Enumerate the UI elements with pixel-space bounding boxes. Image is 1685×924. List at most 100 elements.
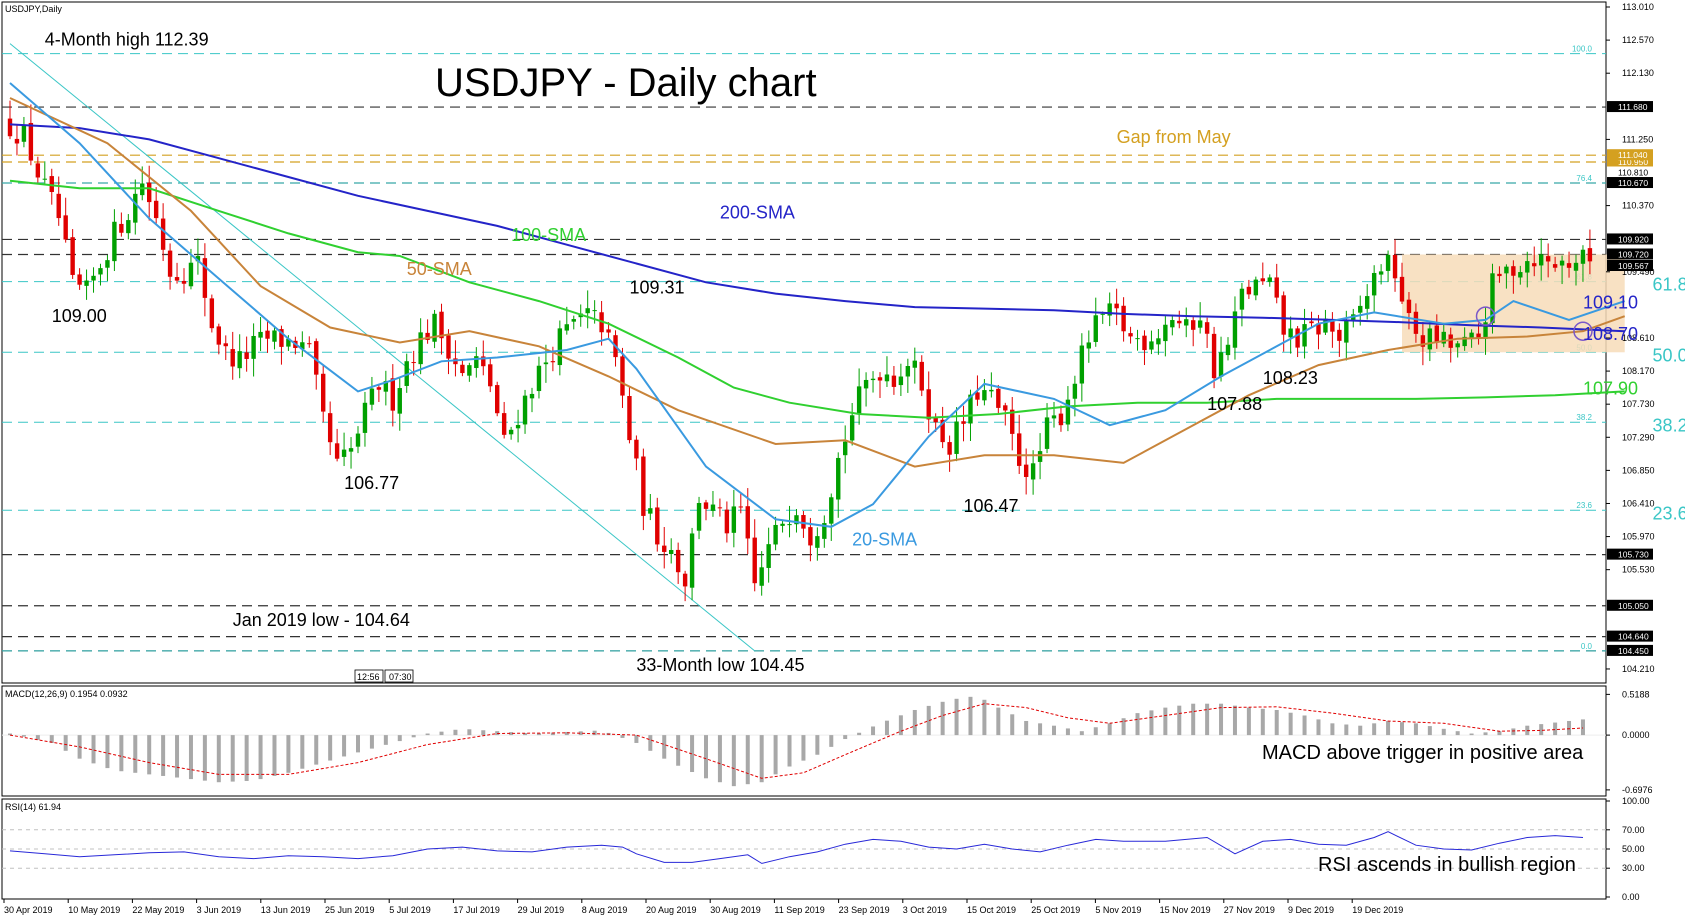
- candle-body: [1086, 342, 1091, 349]
- price-tick-label: 112.130: [1622, 68, 1654, 78]
- chart-annotation: 50-SMA: [407, 259, 472, 279]
- macd-histogram-bar: [717, 735, 722, 783]
- macd-header: MACD(12,26,9) 0.1954 0.0932: [5, 689, 128, 699]
- price-tick-label: 108.170: [1622, 366, 1655, 376]
- candle-body: [1365, 296, 1370, 309]
- price-label-box: [1607, 259, 1653, 271]
- macd-histogram-bar: [411, 735, 416, 738]
- rsi-annotation: RSI ascends in bullish region: [1318, 854, 1576, 876]
- macd-histogram-bar: [564, 731, 569, 736]
- macd-histogram-bar: [342, 735, 347, 757]
- candle-body: [724, 509, 730, 534]
- candle-body: [49, 176, 54, 193]
- crossover-circle: [1573, 321, 1593, 341]
- candle-body: [1197, 320, 1203, 328]
- macd-histogram-bar: [550, 732, 555, 736]
- candle-body: [745, 506, 750, 539]
- candle-body: [696, 503, 702, 531]
- macd-histogram-bar: [871, 726, 876, 736]
- candle-body: [1149, 341, 1154, 350]
- candle-body: [675, 549, 681, 573]
- rsi-indicator: 100.00 70.00 50.00 30.00 0.00: [2, 796, 1650, 902]
- macd-histogram-bar: [898, 715, 903, 736]
- candle-body: [933, 417, 938, 423]
- chart-annotation: 106.77: [344, 473, 399, 493]
- candle-body: [898, 376, 904, 386]
- price-label-text: 104.450: [1618, 646, 1649, 656]
- macd-histogram-bar: [1079, 731, 1084, 736]
- candle-body: [780, 523, 785, 526]
- candle-body: [1462, 336, 1467, 347]
- macd-histogram-bar: [49, 735, 54, 743]
- candle-body: [133, 193, 138, 223]
- macd-histogram-bar: [1024, 720, 1029, 736]
- macd-histogram-bar: [731, 735, 736, 787]
- macd-histogram-bar: [982, 699, 987, 736]
- price-label-box: [1607, 599, 1653, 611]
- candle-body: [202, 258, 208, 298]
- candle-body: [369, 388, 375, 405]
- macd-histogram-bar: [216, 735, 221, 783]
- candle-body: [1281, 295, 1286, 335]
- price-label-text: 109.567: [1618, 261, 1649, 271]
- macd-histogram-bar: [1191, 703, 1196, 736]
- macd-histogram-bar: [356, 735, 360, 753]
- candle-body: [550, 361, 556, 363]
- candle-body: [1023, 464, 1029, 477]
- rsi-tick-label: 0.00: [1622, 892, 1640, 902]
- macd-histogram-bar: [676, 735, 681, 766]
- price-axis: 113.010 112.570 112.130 111.250 110.370 109.4…: [1606, 2, 1655, 674]
- candle-body: [1030, 463, 1036, 480]
- macd-histogram-bar: [954, 698, 959, 736]
- candle-body: [1003, 405, 1008, 411]
- candle-body: [1539, 254, 1544, 266]
- macd-histogram-bar: [1372, 723, 1377, 736]
- macd-histogram-bar: [439, 731, 444, 736]
- time-tick-label: 23 Sep 2019: [839, 905, 890, 915]
- candle-body: [411, 362, 416, 364]
- price-label-box: [1607, 149, 1653, 161]
- price-label-box: [1607, 101, 1653, 113]
- candle-body: [585, 308, 590, 314]
- macd-histogram-bar: [133, 735, 138, 773]
- candle-body: [314, 341, 319, 375]
- candle-body: [1246, 286, 1252, 295]
- candle-body: [279, 329, 284, 347]
- chart-annotation: 108.70: [1583, 324, 1638, 344]
- candle-body: [244, 352, 249, 359]
- candle-body: [1406, 299, 1412, 314]
- candle-body: [98, 268, 103, 275]
- candle-body: [418, 332, 423, 365]
- macd-histogram-bar: [1135, 713, 1140, 736]
- candle-body: [404, 361, 409, 386]
- candle-body: [717, 507, 723, 509]
- candle-body: [1170, 320, 1175, 328]
- candle-body: [703, 502, 709, 509]
- candle-body: [731, 506, 737, 533]
- candle-body: [1051, 415, 1057, 419]
- macd-histogram-bar: [244, 735, 249, 781]
- chart-annotation: 109.10: [1583, 293, 1638, 313]
- candle-body: [543, 362, 549, 365]
- chart-annotation: 61.8% Fibo 109.36: [1653, 275, 1685, 295]
- candle-body: [1267, 277, 1272, 282]
- candle-body: [829, 497, 834, 524]
- candle-body: [1135, 338, 1140, 340]
- candle-body: [522, 395, 528, 425]
- candle-body: [710, 504, 716, 511]
- macd-histogram-bar: [300, 735, 305, 769]
- candle-body: [627, 396, 632, 441]
- macd-histogram-bar: [1511, 728, 1516, 736]
- macd-histogram-bar: [857, 732, 862, 736]
- candle-body: [432, 313, 437, 342]
- trendline: [9, 43, 756, 652]
- macd-histogram-bar: [175, 735, 180, 778]
- price-label-text: 110.670: [1618, 178, 1648, 188]
- candle-body: [1232, 311, 1238, 348]
- candle-body: [1295, 328, 1300, 348]
- macd-histogram-bar: [536, 733, 541, 736]
- candle-body: [327, 413, 333, 443]
- price-label-box: [1607, 630, 1653, 642]
- candle-body: [926, 389, 931, 420]
- candle-body: [341, 449, 347, 457]
